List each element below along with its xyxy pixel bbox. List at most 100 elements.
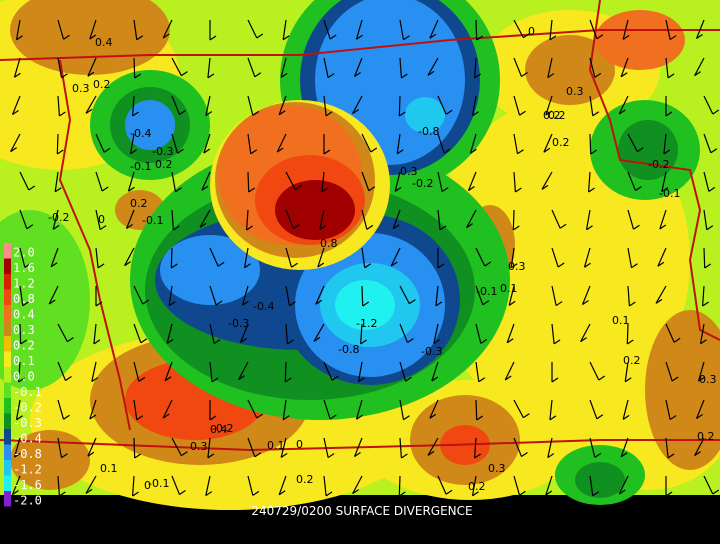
wind-barb (19, 323, 22, 345)
wind-barb-flag (431, 376, 439, 382)
wind-barb-flag (368, 186, 376, 192)
wind-barb (431, 361, 439, 382)
wind-barb (209, 247, 219, 267)
wind-barb (132, 95, 135, 116)
contour-label: -0.1 (130, 160, 151, 173)
wind-barb-flag (209, 415, 217, 421)
contour-label: -0.8 (418, 125, 439, 138)
wind-barb-flag (20, 339, 28, 345)
wind-barb (513, 475, 521, 496)
wind-barb-flag (134, 73, 142, 79)
wind-barb-flag (403, 415, 410, 421)
wind-barb (433, 323, 439, 344)
wind-barb (504, 361, 515, 381)
contour-label: 0 (296, 438, 303, 451)
wind-barb (624, 361, 629, 382)
wind-barb (361, 247, 366, 268)
wind-barb-flag (401, 453, 408, 459)
wind-barb (510, 247, 515, 268)
wind-barb (95, 133, 105, 153)
wind-barb-flag (620, 72, 628, 78)
wind-barb-flag (201, 185, 209, 191)
wind-barb (239, 323, 249, 343)
wind-barb (589, 57, 596, 78)
wind-barb (246, 209, 249, 230)
wind-barb-flag (626, 339, 634, 345)
wind-barb-flag (669, 415, 677, 421)
wind-barb (475, 19, 478, 41)
wind-barb-flag (706, 225, 714, 231)
wind-barb-flag (18, 377, 25, 383)
contour-label: 0.3 (508, 260, 526, 273)
wind-barb (10, 133, 21, 152)
wind-barb-flag (468, 186, 475, 192)
legend-swatch (4, 320, 11, 336)
contour-label: 0.2 (296, 473, 314, 486)
wind-barb (247, 19, 258, 39)
wind-barb (313, 323, 325, 342)
wind-barb (50, 247, 59, 267)
wind-barb (627, 133, 638, 152)
wind-barb-flag (700, 339, 707, 345)
legend-swatch (4, 382, 11, 398)
wind-barb (57, 19, 65, 40)
wind-barb (513, 399, 524, 418)
wind-barb-flag (175, 187, 182, 193)
legend-swatch (4, 413, 11, 429)
wind-barb-flag (702, 301, 709, 307)
wind-barb (589, 399, 598, 419)
contour-label: 0.2 (548, 109, 566, 122)
wind-barb-flag (124, 261, 131, 267)
wind-barb-flag (329, 414, 337, 420)
legend-swatch (4, 429, 11, 445)
contour-label: 0.2 (130, 197, 148, 210)
wind-barb (11, 95, 21, 115)
contour-label: 0.2 (543, 109, 561, 122)
wind-barb-flag (179, 110, 186, 116)
wind-barb (87, 57, 97, 77)
legend-swatch (4, 444, 11, 460)
wind-barb (703, 247, 706, 269)
wind-barb (15, 399, 21, 420)
legend-label: -0.3 (13, 416, 42, 430)
wind-barb-flag (398, 491, 406, 497)
wind-barb (361, 171, 370, 191)
wind-barb (474, 437, 477, 458)
wind-barb (48, 285, 59, 305)
wind-barb (508, 285, 515, 306)
wind-barb-flag (445, 109, 453, 115)
wind-barb-flag (85, 108, 93, 114)
wind-barb (247, 133, 252, 154)
wind-barb (427, 57, 439, 76)
wind-barb (703, 133, 712, 153)
wind-barb (580, 323, 591, 342)
wind-barb (695, 19, 705, 39)
wind-barb-flag (364, 263, 372, 269)
wind-barb-flag (398, 111, 406, 117)
wind-barb-flag (291, 262, 298, 268)
legend-swatch (4, 336, 11, 352)
wind-barb (54, 171, 59, 192)
wind-barb (437, 133, 445, 154)
wind-barb-flag (620, 452, 628, 458)
wind-barb (622, 399, 629, 420)
wind-barb-flag (85, 488, 93, 494)
map-title: 240729/0200 SURFACE DIVERGENCE (251, 504, 472, 518)
wind-barb-flag (199, 222, 207, 228)
wind-barb (247, 57, 256, 77)
wind-barb (665, 57, 669, 78)
contour-label: -0.3 (152, 145, 173, 158)
wind-barb-flag (708, 186, 716, 192)
wind-barb-flag (56, 149, 64, 155)
wind-barb (475, 323, 482, 344)
wind-barb (361, 285, 364, 307)
wind-barb (399, 285, 410, 304)
legend-swatch (4, 351, 11, 367)
wind-barb-flag (207, 453, 215, 459)
contour-label: -0.2 (212, 422, 233, 435)
wind-barb-flag (134, 453, 142, 459)
wind-barb-flag (254, 72, 262, 78)
wind-barb (133, 437, 136, 459)
wind-barb-flag (238, 375, 245, 381)
wind-barb (285, 323, 288, 344)
